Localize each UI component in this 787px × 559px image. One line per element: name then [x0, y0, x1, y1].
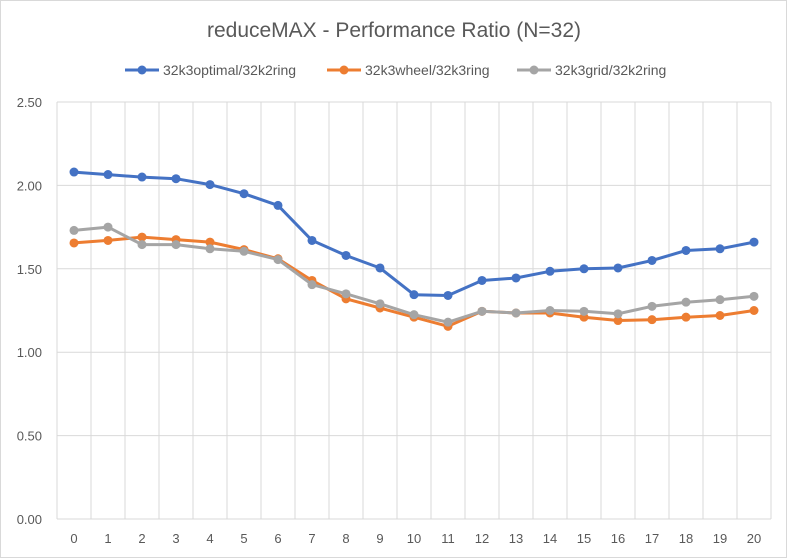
data-point [307, 235, 317, 245]
data-point [511, 273, 521, 283]
data-point [205, 237, 215, 247]
data-point [681, 245, 691, 255]
data-point [647, 301, 657, 311]
legend-marker [339, 65, 349, 75]
data-point [715, 311, 725, 321]
data-point [511, 308, 521, 318]
x-tick-label: 3 [172, 531, 179, 546]
x-tick-label: 4 [206, 531, 213, 546]
legend-entry: 32k3wheel/32k3ring [327, 62, 490, 78]
data-point [715, 295, 725, 305]
chart-title: reduceMAX - Performance Ratio (N=32) [207, 19, 581, 42]
data-point [137, 172, 147, 182]
data-point [579, 264, 589, 274]
data-point [205, 244, 215, 254]
data-point [749, 237, 759, 247]
data-point [341, 250, 351, 260]
data-point [579, 306, 589, 316]
data-point [137, 240, 147, 250]
x-axis: 0 1 2 3 4 5 6 7 8 9 10 11 12 13 14 15 16 17 18 19 20 [70, 531, 761, 546]
series-line [73, 170, 755, 297]
data-point [69, 225, 79, 235]
data-point [341, 289, 351, 299]
data-point [205, 180, 215, 190]
data-point [307, 280, 317, 290]
data-point [103, 235, 113, 245]
x-tick-label: 11 [441, 531, 455, 546]
data-point [647, 315, 657, 325]
x-tick-label: 18 [679, 531, 693, 546]
data-point [103, 222, 113, 232]
y-tick-label: 1.50 [17, 262, 42, 277]
data-point [613, 263, 623, 273]
data-point [613, 309, 623, 319]
x-tick-label: 5 [240, 531, 247, 546]
data-point [545, 306, 555, 315]
y-tick-label: 1.00 [17, 345, 42, 360]
data-point [171, 174, 181, 184]
x-tick-label: 20 [747, 531, 761, 546]
y-axis: 0.00 0.50 1.00 1.50 2.00 2.50 [17, 95, 42, 527]
data-point [613, 316, 623, 326]
data-point [273, 200, 283, 210]
x-tick-label: 19 [713, 531, 727, 546]
x-tick-label: 16 [611, 531, 625, 546]
y-tick-label: 0.50 [17, 429, 42, 444]
legend-label: 32k3grid/32k2ring [555, 62, 666, 78]
x-tick-label: 9 [376, 531, 383, 546]
data-point [545, 266, 555, 276]
data-point [681, 312, 691, 322]
chart-series [69, 167, 759, 331]
y-tick-label: 0.00 [17, 512, 42, 527]
data-point [443, 290, 453, 300]
x-tick-label: 14 [543, 531, 557, 546]
data-point [749, 306, 759, 315]
x-tick-label: 2 [138, 531, 145, 546]
data-point [477, 275, 487, 285]
chart-legend: 32k3optimal/32k2ring 32k3wheel/32k3ring 32… [125, 62, 666, 78]
data-point [715, 244, 725, 254]
data-point [409, 310, 419, 320]
legend-label: 32k3wheel/32k3ring [365, 62, 490, 78]
x-tick-label: 12 [475, 531, 489, 546]
data-point [477, 306, 487, 316]
x-tick-label: 7 [308, 531, 315, 546]
y-tick-label: 2.50 [17, 95, 42, 110]
data-point [239, 246, 249, 256]
x-tick-label: 6 [274, 531, 281, 546]
x-tick-label: 1 [104, 531, 111, 546]
data-point [443, 317, 453, 327]
legend-label: 32k3optimal/32k2ring [163, 62, 296, 78]
legend-marker [137, 65, 147, 75]
data-point [239, 189, 249, 199]
series-3 [69, 222, 759, 327]
x-tick-label: 13 [509, 531, 523, 546]
data-point [69, 167, 79, 177]
legend-entry: 32k3optimal/32k2ring [125, 62, 296, 78]
x-tick-label: 15 [577, 531, 591, 546]
x-tick-label: 17 [645, 531, 659, 546]
data-point [171, 240, 181, 250]
data-point [681, 297, 691, 307]
x-tick-label: 10 [407, 531, 421, 546]
data-point [375, 299, 385, 309]
data-point [69, 238, 79, 248]
data-point [273, 255, 283, 265]
legend-marker [529, 65, 539, 75]
y-tick-label: 2.00 [17, 178, 42, 193]
data-point [409, 290, 419, 300]
legend-entry: 32k3grid/32k2ring [517, 62, 666, 78]
data-point [749, 291, 759, 301]
data-point [137, 232, 147, 242]
x-tick-label: 8 [342, 531, 349, 546]
data-point [103, 170, 113, 180]
data-point [375, 263, 385, 273]
x-tick-label: 0 [70, 531, 77, 546]
data-point [647, 255, 657, 265]
series-1 [69, 167, 759, 300]
